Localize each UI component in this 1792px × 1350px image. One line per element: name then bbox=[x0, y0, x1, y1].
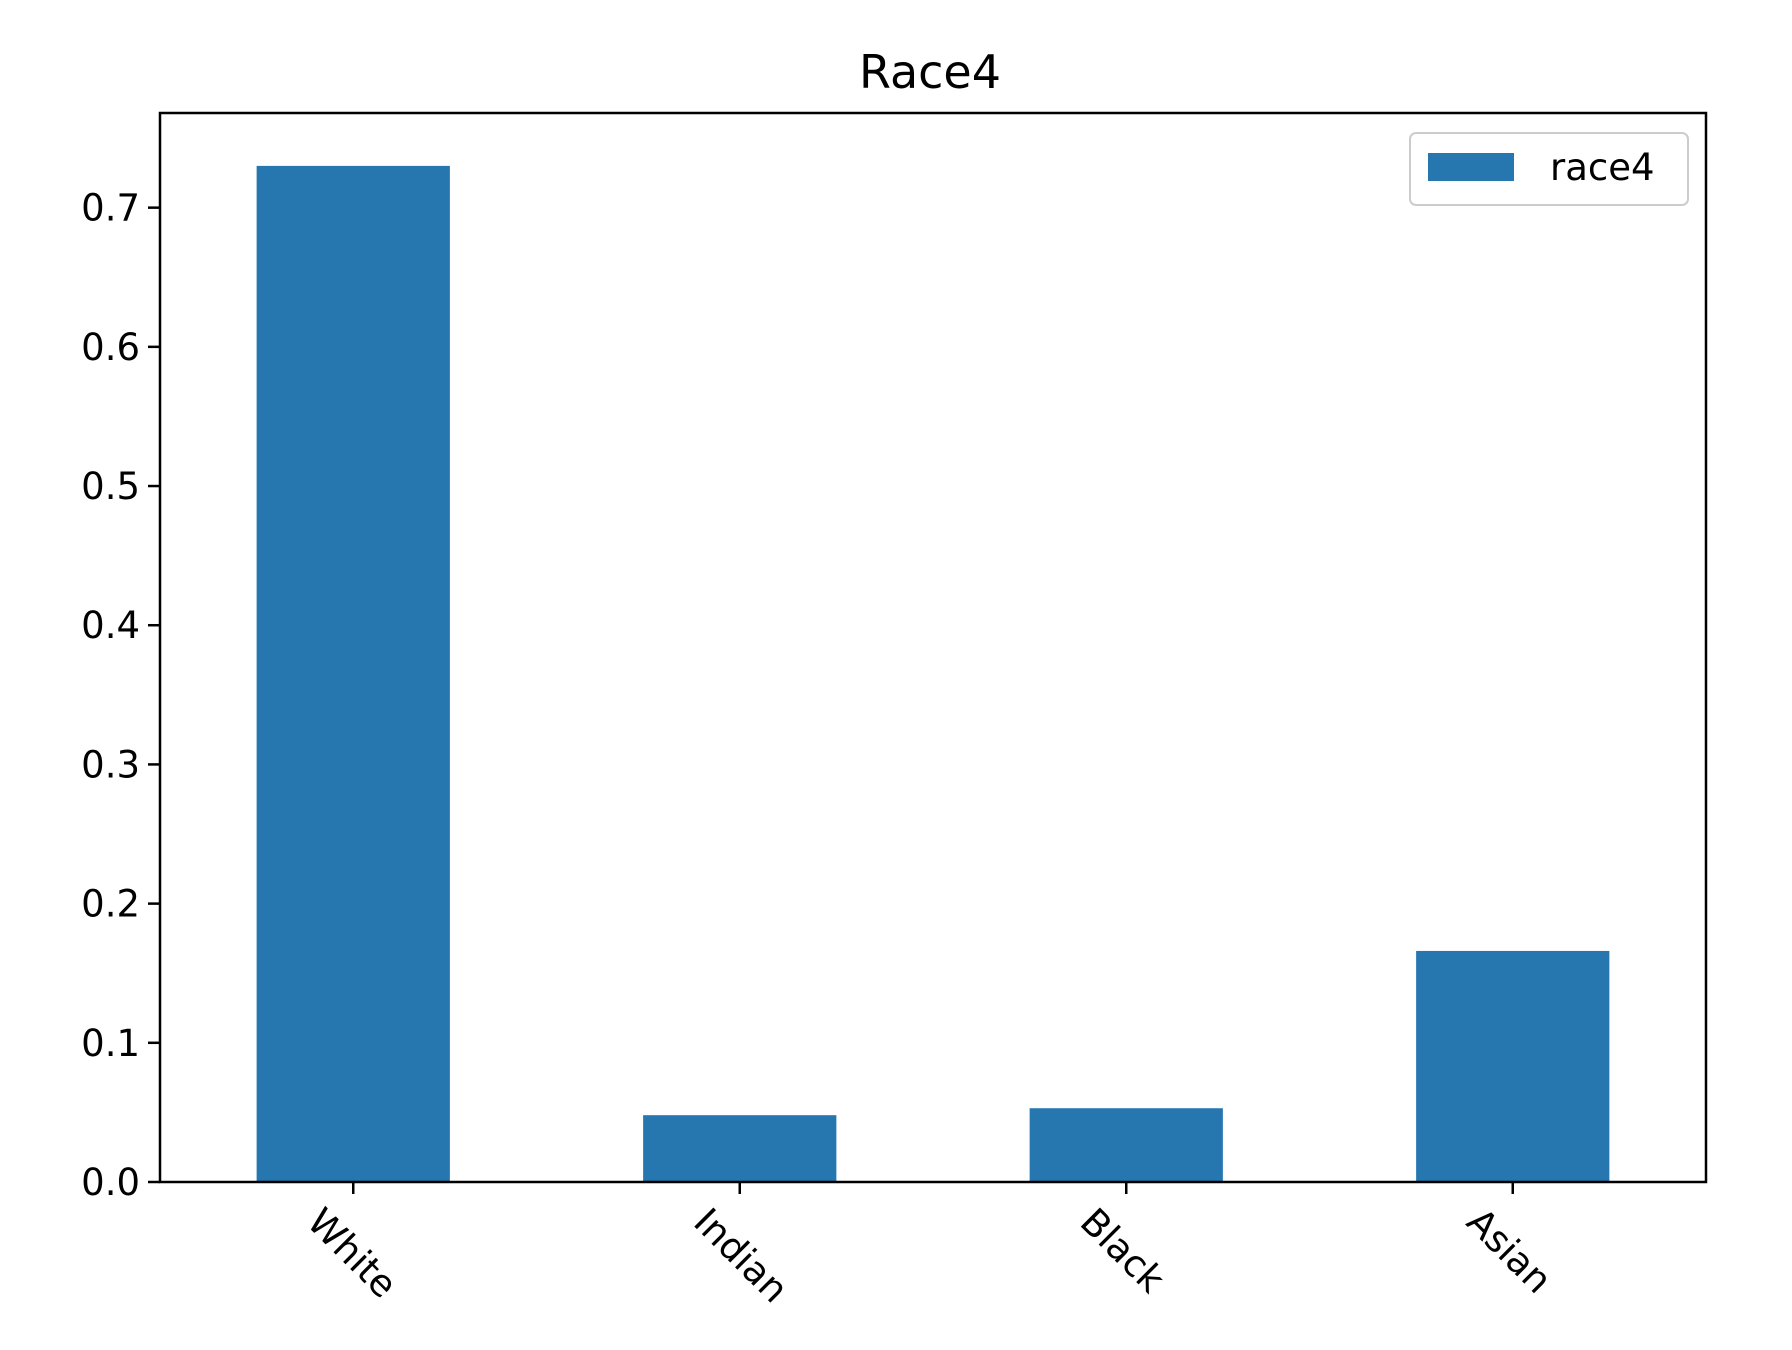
y-axis: 0.0 0.1 0.2 0.3 0.4 0.5 0.6 0.7 bbox=[81, 187, 160, 1204]
legend-label: race4 bbox=[1550, 146, 1655, 189]
legend-swatch bbox=[1428, 153, 1514, 181]
y-tick-label: 0.6 bbox=[81, 326, 140, 369]
bar-black bbox=[1029, 1108, 1223, 1182]
y-tick-label: 0.3 bbox=[81, 743, 140, 786]
plot-area-frame bbox=[158, 111, 1708, 1184]
legend-box bbox=[1409, 132, 1689, 206]
chart-title: Race4 bbox=[859, 45, 1001, 99]
y-tick-label: 0.2 bbox=[81, 883, 140, 926]
bar-asian bbox=[1416, 950, 1610, 1182]
y-tick-label: 0.7 bbox=[81, 187, 140, 230]
bars-group bbox=[256, 165, 1610, 1182]
bar-white bbox=[256, 165, 450, 1182]
y-tick-label: 0.0 bbox=[81, 1161, 140, 1204]
y-tick-label: 0.1 bbox=[81, 1022, 140, 1065]
y-tick-label: 0.5 bbox=[81, 465, 140, 508]
bar-indian bbox=[643, 1115, 837, 1182]
legend: race4 bbox=[1409, 132, 1689, 206]
y-tick-label: 0.4 bbox=[81, 604, 140, 647]
